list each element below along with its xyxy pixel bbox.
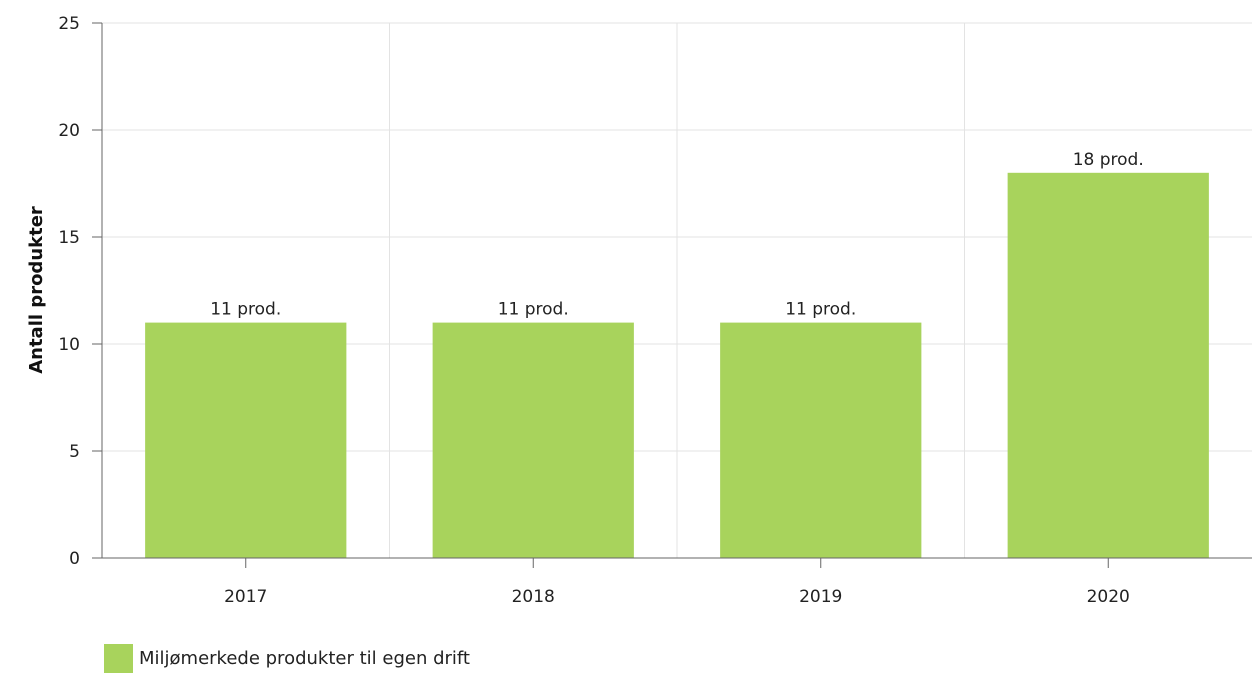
axes: 0 5 10 15 20 25 2017 2018 2019 2020 [58,14,1252,607]
y-tick-label: 25 [58,14,80,34]
legend[interactable]: Miljømerkede produkter til egen drift [104,643,470,673]
data-label-2020: 18 prod. [1073,150,1144,170]
data-label-2019: 11 prod. [785,300,856,320]
data-label-2017: 11 prod. [210,300,281,320]
x-tick-label-2017: 2017 [224,587,267,607]
x-tick-label-2020: 2020 [1087,587,1130,607]
y-tick-label: 5 [69,442,80,462]
bar-2019 [720,322,922,558]
y-tick-label: 15 [58,228,80,248]
bar-2020 [1007,172,1209,559]
y-axis-title: Antall produkter [26,206,47,374]
x-tick-label-2018: 2018 [512,587,555,607]
bar-2017 [145,322,347,558]
data-labels: 11 prod. 11 prod. 11 prod. 18 prod. [210,150,1144,320]
bar-chart: 11 prod. 11 prod. 11 prod. 18 prod. 0 5 10 15 2… [26,14,1252,607]
data-label-2018: 11 prod. [498,300,569,320]
bar-2018 [432,322,634,558]
y-tick-label: 0 [69,549,80,569]
bars [145,172,1209,559]
x-tick-label-2019: 2019 [799,587,842,607]
y-tick-label: 10 [58,335,80,355]
legend-swatch [104,643,133,673]
legend-label: Miljømerkede produkter til egen drift [139,647,470,669]
y-tick-label: 20 [58,121,80,141]
